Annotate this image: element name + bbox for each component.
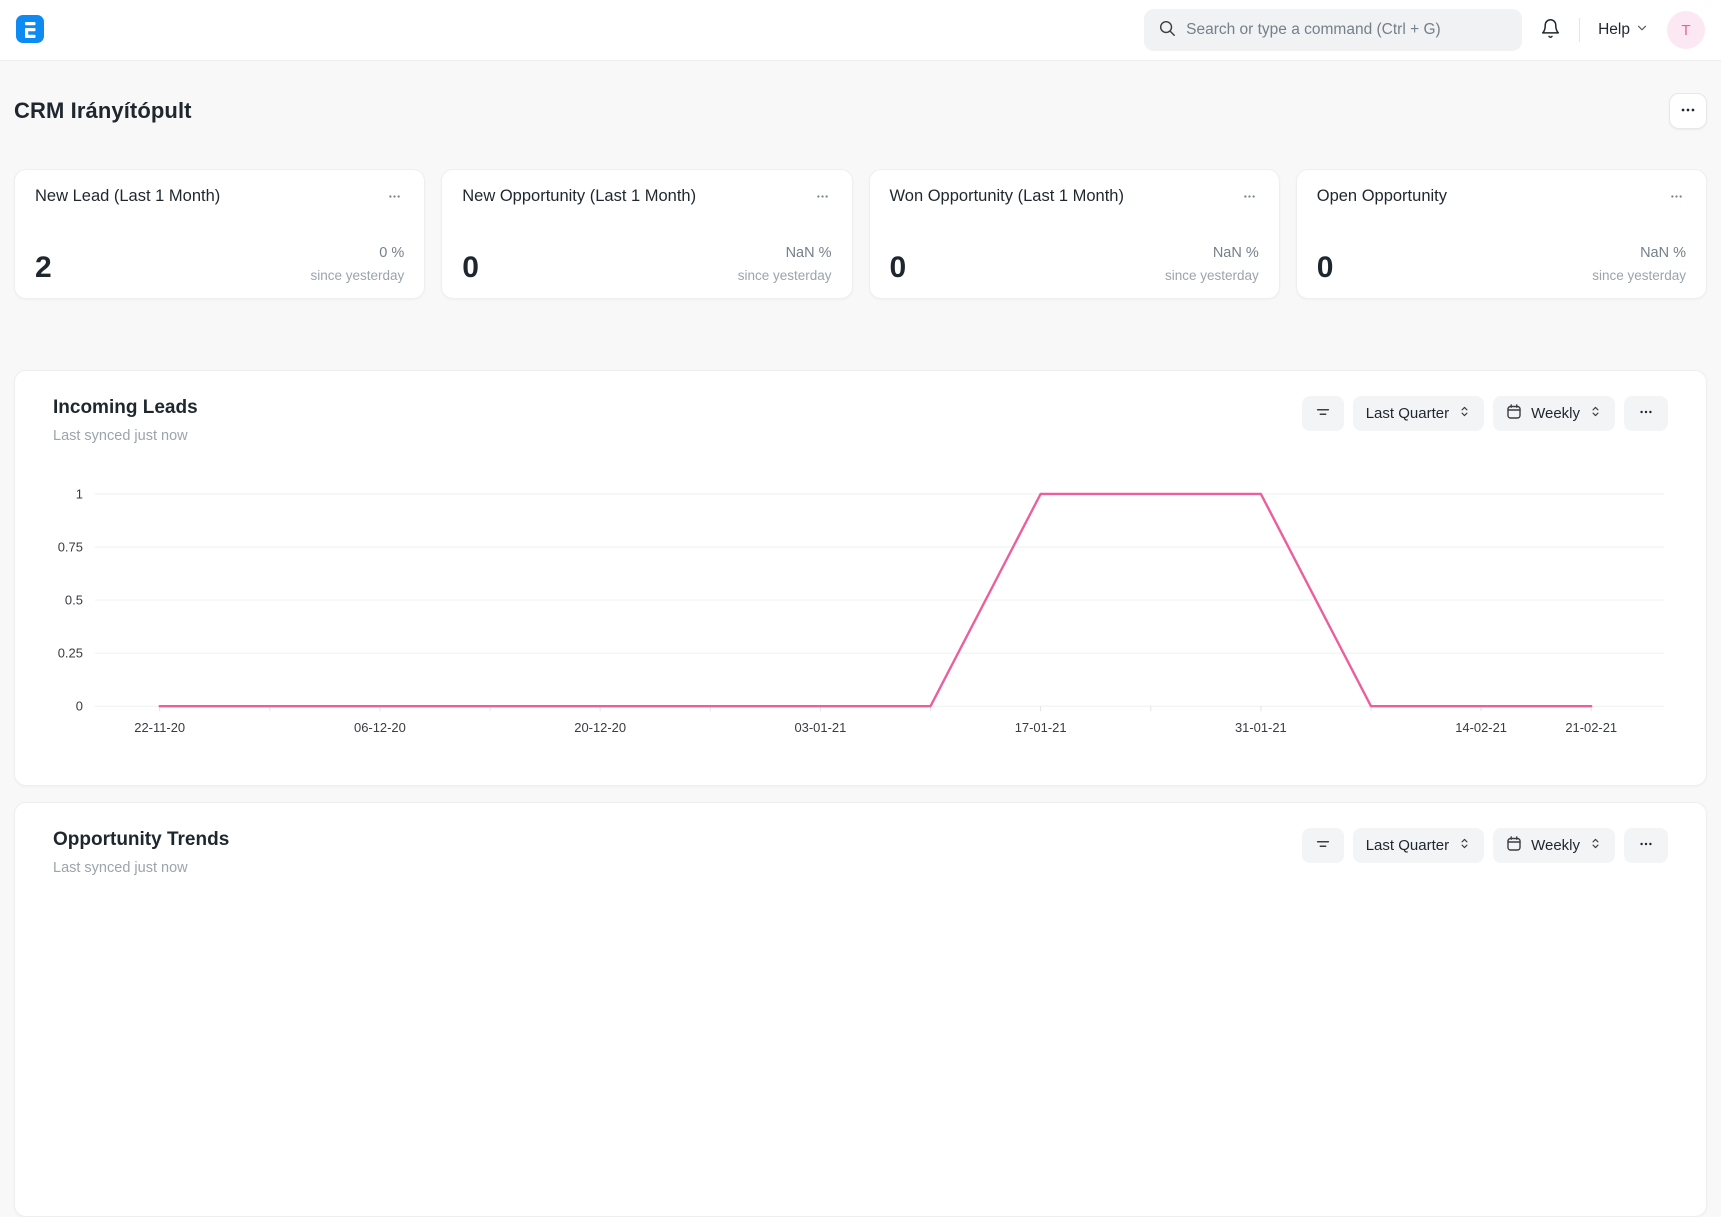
filter-lines-icon <box>1314 835 1332 857</box>
svg-text:17-01-21: 17-01-21 <box>1015 720 1067 735</box>
avatar-letter: T <box>1681 21 1691 39</box>
chart-title: Opportunity Trends <box>53 829 230 850</box>
stat-card-menu-button[interactable] <box>1667 187 1686 209</box>
stat-card-title: New Opportunity (Last 1 Month) <box>462 187 697 205</box>
svg-text:31-01-21: 31-01-21 <box>1235 720 1287 735</box>
incoming-leads-line-chart: 0 0.25 0.5 0.75 1 22-11-20 06-12-20 20-12-20 03-… <box>58 486 1664 735</box>
stat-card-value: 0 <box>462 251 479 284</box>
svg-text:0: 0 <box>76 699 83 714</box>
interval-select[interactable]: Weekly <box>1493 396 1615 431</box>
stat-card-caption: since yesterday <box>737 268 832 283</box>
chart-controls: Last Quarter Weekly <box>1301 396 1668 431</box>
stat-card-value: 0 <box>889 251 907 284</box>
stat-card-value: 0 <box>1316 251 1334 284</box>
chevron-up-down-icon <box>1589 404 1602 423</box>
bell-icon <box>1540 18 1561 42</box>
ellipsis-icon <box>815 189 830 207</box>
svg-text:1: 1 <box>76 486 83 501</box>
interval-value: Weekly <box>1531 837 1580 854</box>
stat-card-menu-button[interactable] <box>1240 187 1259 209</box>
stat-card-caption: since yesterday <box>1592 268 1686 283</box>
stat-card-open-opportunity: Open Opportunity 0 NaN % since yesterday <box>1295 169 1707 299</box>
stat-card-menu-button[interactable] <box>385 187 404 209</box>
avatar[interactable]: T <box>1667 11 1705 49</box>
chevron-up-down-icon <box>1458 836 1471 855</box>
time-range-select[interactable]: Last Quarter <box>1352 396 1485 431</box>
dashboard-content: CRM Irányítópult New Lead (Last 1 Month) <box>0 61 1721 1217</box>
chart-controls: Last Quarter Weekly <box>1301 828 1668 863</box>
svg-text:21-02-21: 21-02-21 <box>1565 720 1617 735</box>
ellipsis-icon <box>387 189 402 207</box>
global-search[interactable] <box>1144 9 1523 51</box>
stat-card-title: New Lead (Last 1 Month) <box>35 187 221 205</box>
svg-text:03-01-21: 03-01-21 <box>794 720 846 735</box>
chart-menu-button[interactable] <box>1624 828 1668 863</box>
time-range-select[interactable]: Last Quarter <box>1352 828 1485 863</box>
stat-card-caption: since yesterday <box>310 268 405 283</box>
ellipsis-icon <box>1669 189 1684 207</box>
page-menu-button[interactable] <box>1669 93 1707 129</box>
time-range-value: Last Quarter <box>1365 837 1450 854</box>
ellipsis-icon <box>1242 189 1257 207</box>
ellipsis-icon <box>1638 836 1654 856</box>
notifications-button[interactable] <box>1540 18 1561 42</box>
interval-select[interactable]: Weekly <box>1493 828 1615 863</box>
svg-text:0.75: 0.75 <box>58 539 83 554</box>
stat-card-caption: since yesterday <box>1164 268 1259 283</box>
stat-card-new-lead: New Lead (Last 1 Month) 2 0 % since yest… <box>14 169 426 299</box>
page-header: CRM Irányítópult <box>14 61 1707 129</box>
interval-value: Weekly <box>1531 405 1580 422</box>
stat-card-title: Open Opportunity <box>1316 187 1447 205</box>
svg-text:22-11-20: 22-11-20 <box>134 720 185 735</box>
stat-card-value: 2 <box>35 251 52 284</box>
stat-card-percent: NaN % <box>785 245 832 261</box>
stat-card-menu-button[interactable] <box>813 187 832 209</box>
svg-text:06-12-20: 06-12-20 <box>354 720 406 735</box>
page-title: CRM Irányítópult <box>14 98 192 123</box>
filter-lines-icon <box>1314 403 1332 425</box>
svg-text:0.5: 0.5 <box>65 593 83 608</box>
app-logo-button[interactable] <box>16 14 44 46</box>
navbar-divider <box>1579 18 1581 42</box>
help-label: Help <box>1598 21 1630 38</box>
chevron-down-icon <box>1635 21 1649 40</box>
svg-text:20-12-20: 20-12-20 <box>574 720 626 735</box>
calendar-icon <box>1506 403 1522 424</box>
stat-card-percent: NaN % <box>1212 245 1259 261</box>
chevron-up-down-icon <box>1458 404 1471 423</box>
calendar-icon <box>1506 835 1522 856</box>
time-range-value: Last Quarter <box>1365 405 1450 422</box>
search-icon <box>1158 19 1176 42</box>
erpnext-logo-icon <box>16 14 44 46</box>
ellipsis-icon <box>1679 101 1697 122</box>
search-input[interactable] <box>1186 21 1509 39</box>
chart-card-header: Opportunity Trends Last synced just now <box>53 829 1668 876</box>
stat-card-title: Won Opportunity (Last 1 Month) <box>889 187 1124 205</box>
chart-card-incoming-leads: Incoming Leads Last synced just now Last… <box>14 370 1707 786</box>
stat-cards-row: New Lead (Last 1 Month) 2 0 % since yest… <box>14 169 1707 299</box>
chevron-up-down-icon <box>1589 836 1602 855</box>
navbar: Help T <box>0 0 1721 61</box>
ellipsis-icon <box>1638 404 1654 424</box>
stat-card-new-opportunity: New Opportunity (Last 1 Month) 0 NaN % s… <box>441 169 853 299</box>
filter-button[interactable] <box>1301 396 1344 431</box>
stat-card-percent: NaN % <box>1640 245 1686 261</box>
stat-card-won-opportunity: Won Opportunity (Last 1 Month) 0 NaN % s… <box>868 169 1280 299</box>
chart-menu-button[interactable] <box>1624 396 1668 431</box>
help-menu-button[interactable]: Help <box>1598 21 1649 40</box>
stat-card-percent: 0 % <box>379 245 405 261</box>
chart-title: Incoming Leads <box>53 397 198 418</box>
chart-card-opportunity-trends: Opportunity Trends Last synced just now … <box>14 802 1707 1217</box>
filter-button[interactable] <box>1301 828 1344 863</box>
svg-text:0.25: 0.25 <box>58 646 83 661</box>
chart-card-header: Incoming Leads Last synced just now <box>53 397 1668 444</box>
chart-subtitle: Last synced just now <box>53 428 188 444</box>
chart-subtitle: Last synced just now <box>53 860 188 876</box>
svg-text:14-02-21: 14-02-21 <box>1455 720 1507 735</box>
